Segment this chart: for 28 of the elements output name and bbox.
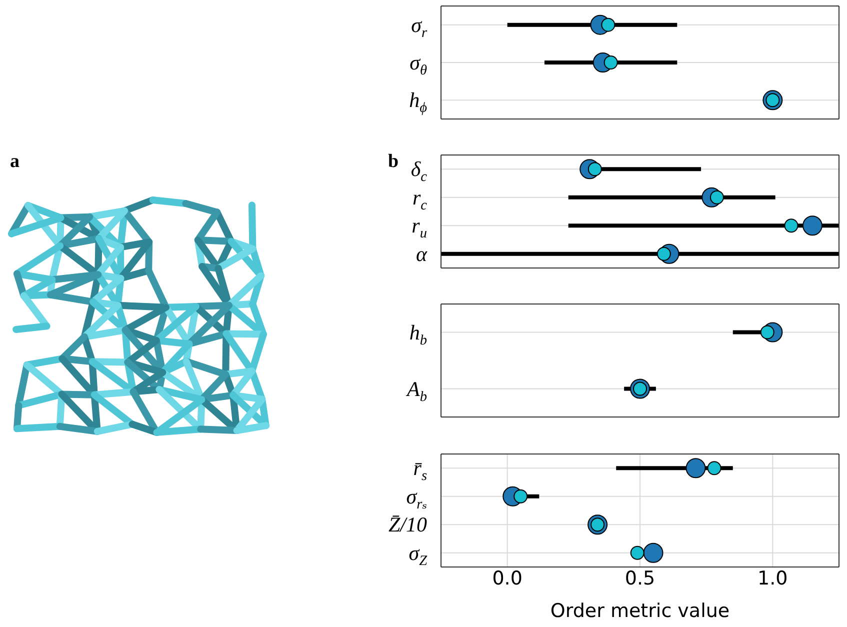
y-tick-label: r$_{u}$ <box>412 214 427 242</box>
y-tick-label: A$_{b}$ <box>405 376 427 405</box>
point <box>643 542 664 563</box>
point <box>601 18 616 32</box>
y-tick-label: h$_{ϕ}$ <box>409 88 428 116</box>
point <box>686 458 706 478</box>
y-tick-label: σ$_{r}$ <box>411 12 428 41</box>
point <box>630 546 644 560</box>
x-tick-label: 0.0 <box>492 567 522 590</box>
point <box>784 218 798 233</box>
y-tick-label: r̄$_{s}$ <box>413 456 428 484</box>
point <box>604 56 618 70</box>
y-tick-label: Z̄/10 <box>388 512 428 537</box>
x-tick-label: 1.0 <box>758 567 788 590</box>
y-tick-label: α <box>416 242 428 266</box>
y-tick-label: σ$_{rₛ}$ <box>406 484 428 512</box>
x-tick-label: 0.5 <box>624 567 656 590</box>
y-tick-label: σ$_{θ}$ <box>410 50 427 78</box>
y-tick-label: δ$_{c}$ <box>410 157 428 186</box>
point <box>707 461 722 476</box>
x-axis-title: Order metric value <box>550 600 730 622</box>
y-tick-label: r$_{c}$ <box>412 185 428 214</box>
text: b <box>388 151 399 173</box>
y-tick-label: σ$_{Z}$ <box>408 540 428 569</box>
point <box>802 216 822 236</box>
point <box>514 489 528 504</box>
text: a <box>10 151 20 173</box>
y-tick-label: h$_{b}$ <box>409 320 427 348</box>
